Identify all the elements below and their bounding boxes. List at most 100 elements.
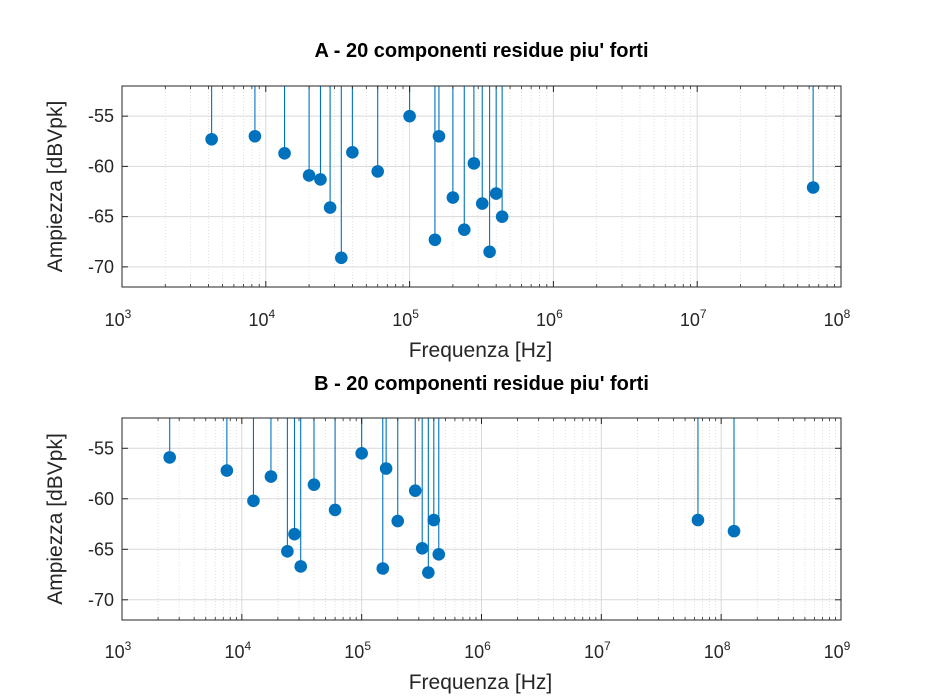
stem-marker <box>475 197 489 210</box>
stem-marker <box>307 478 321 491</box>
x-tick-label: 107 <box>584 639 611 662</box>
x-tick-exponent: 4 <box>245 639 252 653</box>
stem-marker <box>446 191 460 204</box>
x-tick-exponent: 7 <box>700 307 707 321</box>
x-tick-exponent: 8 <box>724 639 731 653</box>
y-tick-label: -70 <box>88 590 114 610</box>
stem-marker <box>163 451 176 464</box>
stem-marker <box>335 251 348 265</box>
x-tick-label: 103 <box>105 307 132 330</box>
grid <box>121 86 842 287</box>
stem-marker <box>264 470 278 483</box>
stem-marker <box>427 513 441 527</box>
x-tick-label: 104 <box>248 307 275 330</box>
y-tick-label: -60 <box>88 156 114 176</box>
x-tick-base: 10 <box>680 310 700 330</box>
chart-b: 103 104 105 106 107 108 109-55-60-65-70B - 20 … <box>44 373 851 694</box>
stem-marker <box>457 223 471 237</box>
data-series <box>163 418 741 579</box>
stem-marker <box>467 157 481 170</box>
x-tick-label: 103 <box>105 639 132 662</box>
x-tick-base: 10 <box>344 642 364 662</box>
tick-marks <box>121 86 842 287</box>
x-tick-label: 105 <box>344 639 371 662</box>
x-tick-exponent: 3 <box>125 307 132 321</box>
y-tick-label: -60 <box>88 489 114 509</box>
stem-marker <box>727 524 741 538</box>
x-tick-exponent: 7 <box>604 639 611 653</box>
stem-marker <box>302 169 316 182</box>
x-tick-exponent: 8 <box>844 307 851 321</box>
x-tick-exponent: 6 <box>484 639 491 653</box>
stem-marker <box>422 566 435 579</box>
x-tick-base: 10 <box>704 642 724 662</box>
stem-marker <box>247 494 260 508</box>
stem-marker <box>408 484 422 498</box>
stem-marker <box>403 109 416 123</box>
stem-marker <box>371 165 384 178</box>
x-axis-label: Frequenza [Hz] <box>409 339 553 362</box>
x-tick-exponent: 9 <box>844 639 851 653</box>
stem-marker <box>432 129 446 143</box>
stem-marker <box>691 513 705 527</box>
y-tick-label: -65 <box>88 539 114 559</box>
x-tick-exponent: 4 <box>268 307 275 321</box>
x-tick-exponent: 3 <box>125 639 132 653</box>
x-tick-base: 10 <box>824 642 844 662</box>
stem-marker <box>328 503 342 517</box>
plot-frame <box>121 85 842 288</box>
stem-marker <box>205 132 218 146</box>
x-tick-label: 106 <box>464 639 491 662</box>
stem-marker <box>323 201 337 214</box>
stem-marker <box>346 146 359 159</box>
x-tick-base: 10 <box>392 310 412 330</box>
y-tick-label: -70 <box>88 257 114 277</box>
x-tick-label: 108 <box>704 639 731 662</box>
stem-marker <box>220 464 234 477</box>
x-tick-label: 108 <box>824 307 851 330</box>
stem-marker <box>483 245 496 259</box>
x-tick-label: 104 <box>224 639 251 662</box>
x-tick-base: 10 <box>105 310 125 330</box>
x-tick-base: 10 <box>584 642 604 662</box>
stem-marker <box>248 129 262 143</box>
x-tick-label: 107 <box>680 307 707 330</box>
stem-marker <box>495 210 509 223</box>
stem-marker <box>391 514 405 528</box>
x-tick-label: 105 <box>392 307 419 330</box>
tick-marks <box>121 418 842 620</box>
stem-marker <box>294 560 308 573</box>
stem-marker <box>379 462 393 475</box>
stem-marker <box>288 527 301 541</box>
x-tick-base: 10 <box>464 642 484 662</box>
y-axis-label: Ampiezza [dBVpk] <box>44 433 67 605</box>
stem-marker <box>489 187 503 200</box>
x-axis-label: Frequenza [Hz] <box>409 671 553 694</box>
y-tick-label: -55 <box>88 438 114 458</box>
x-tick-exponent: 5 <box>364 639 371 653</box>
x-tick-base: 10 <box>536 310 556 330</box>
chart-title: B - 20 componenti residue piu' forti <box>314 373 649 395</box>
stem-marker <box>376 562 390 575</box>
data-series <box>205 86 820 265</box>
y-axis-label: Ampiezza [dBVpk] <box>44 101 67 273</box>
x-tick-base: 10 <box>824 310 844 330</box>
stem-marker <box>314 173 327 186</box>
y-tick-label: -65 <box>88 207 114 227</box>
chart-a: 103 104 105 106 107 108-55-60-65-70A - 20 com… <box>44 40 851 362</box>
x-tick-label: 106 <box>536 307 563 330</box>
x-tick-base: 10 <box>248 310 268 330</box>
stem-marker <box>415 541 429 555</box>
x-tick-base: 10 <box>224 642 244 662</box>
x-tick-base: 10 <box>105 642 125 662</box>
stem-marker <box>428 233 442 247</box>
stem-marker <box>432 548 446 561</box>
chart-title: A - 20 componenti residue piu' forti <box>314 40 648 62</box>
x-tick-label: 109 <box>824 639 851 662</box>
x-tick-exponent: 6 <box>556 307 563 321</box>
stem-marker <box>281 545 294 558</box>
stem-marker <box>278 147 291 160</box>
grid <box>121 418 842 620</box>
x-tick-exponent: 5 <box>412 307 419 321</box>
